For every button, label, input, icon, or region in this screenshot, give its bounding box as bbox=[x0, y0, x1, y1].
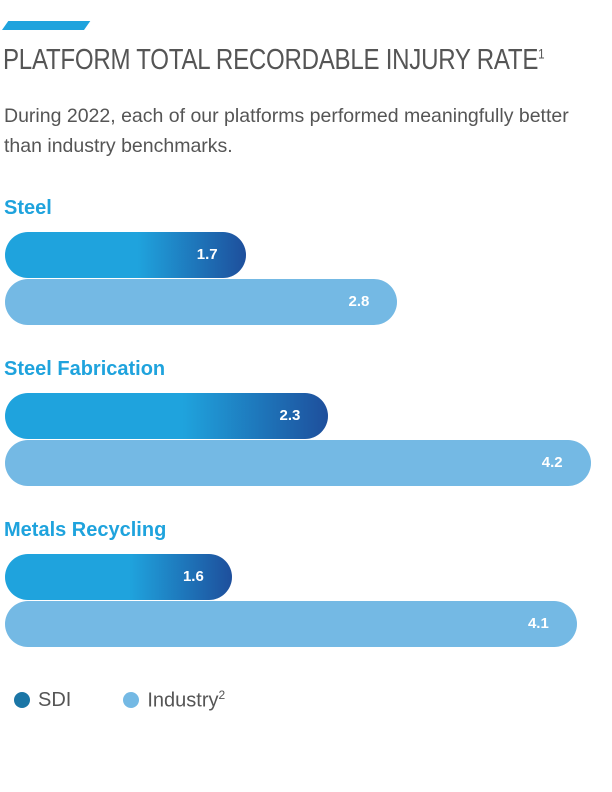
chart-title: PLATFORM TOTAL RECORDABLE INJURY RATE1 bbox=[3, 44, 545, 77]
legend-dot-sdi bbox=[14, 692, 30, 709]
accent-stripe bbox=[2, 21, 91, 30]
sdi-bar: 2.3 bbox=[5, 393, 329, 439]
industry-bar: 4.1 bbox=[5, 601, 577, 647]
legend-label-sdi: SDI bbox=[38, 688, 72, 711]
legend-industry-text: Industry bbox=[147, 689, 219, 712]
industry-bar: 4.2 bbox=[5, 440, 591, 486]
data-label: 4.1 bbox=[527, 615, 549, 632]
legend-dot-industry bbox=[123, 692, 140, 709]
data-label: 4.2 bbox=[541, 454, 563, 471]
category-label: Steel bbox=[4, 197, 52, 219]
category-label: Metals Recycling bbox=[4, 519, 167, 541]
legend-industry-footnote: 2 bbox=[218, 688, 226, 702]
legend: SDI Industry2 bbox=[14, 688, 225, 713]
title-footnote: 1 bbox=[538, 45, 545, 62]
chart-title-text: PLATFORM TOTAL RECORDABLE INJURY RATE bbox=[3, 44, 539, 76]
category-label: Steel Fabrication bbox=[4, 358, 166, 380]
data-label: 1.7 bbox=[196, 246, 218, 263]
data-label: 2.3 bbox=[279, 407, 301, 424]
data-label: 1.6 bbox=[182, 568, 204, 585]
legend-label-industry: Industry2 bbox=[147, 688, 225, 713]
chart-subtitle: During 2022, each of our platforms perfo… bbox=[4, 105, 569, 157]
sdi-bar: 1.6 bbox=[5, 554, 232, 600]
sdi-bar: 1.7 bbox=[5, 232, 246, 278]
industry-bar: 2.8 bbox=[5, 279, 398, 325]
data-label: 2.8 bbox=[348, 293, 370, 310]
